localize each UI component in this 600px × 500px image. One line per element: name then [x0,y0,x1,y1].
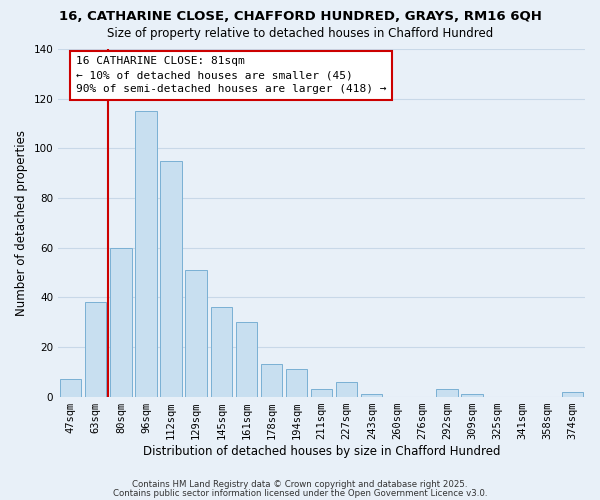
X-axis label: Distribution of detached houses by size in Chafford Hundred: Distribution of detached houses by size … [143,444,500,458]
Text: 16 CATHARINE CLOSE: 81sqm
← 10% of detached houses are smaller (45)
90% of semi-: 16 CATHARINE CLOSE: 81sqm ← 10% of detac… [76,56,386,94]
Bar [185,270,207,396]
Bar [461,394,483,396]
Bar [436,389,458,396]
Bar [160,160,182,396]
Bar [286,370,307,396]
Text: Size of property relative to detached houses in Chafford Hundred: Size of property relative to detached ho… [107,28,493,40]
Bar [110,248,131,396]
Text: Contains public sector information licensed under the Open Government Licence v3: Contains public sector information licen… [113,489,487,498]
Y-axis label: Number of detached properties: Number of detached properties [15,130,28,316]
Bar [85,302,106,396]
Text: Contains HM Land Registry data © Crown copyright and database right 2025.: Contains HM Land Registry data © Crown c… [132,480,468,489]
Bar [60,379,82,396]
Bar [311,389,332,396]
Bar [261,364,282,396]
Bar [361,394,382,396]
Text: 16, CATHARINE CLOSE, CHAFFORD HUNDRED, GRAYS, RM16 6QH: 16, CATHARINE CLOSE, CHAFFORD HUNDRED, G… [59,10,541,23]
Bar [562,392,583,396]
Bar [236,322,257,396]
Bar [211,307,232,396]
Bar [336,382,358,396]
Bar [136,111,157,397]
